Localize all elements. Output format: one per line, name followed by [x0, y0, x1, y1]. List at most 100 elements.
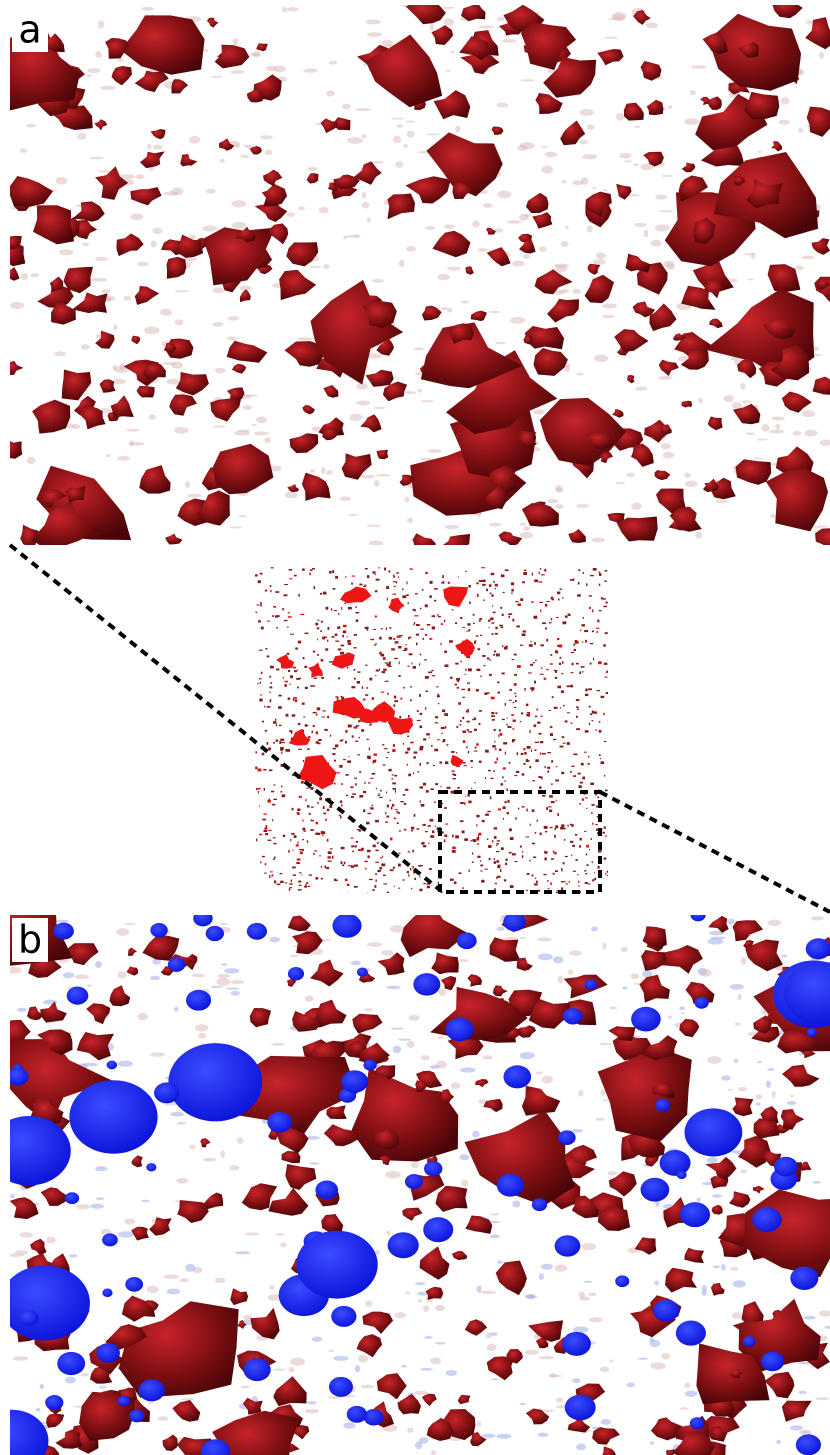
speck [410, 699, 412, 701]
speck [603, 606, 607, 607]
speck [511, 582, 514, 585]
speck [571, 855, 572, 857]
particle [470, 1432, 487, 1446]
speck [427, 624, 431, 626]
speck [264, 706, 265, 708]
speck [482, 580, 486, 582]
haze [372, 279, 384, 283]
particle [681, 401, 692, 408]
speck [285, 714, 288, 717]
speck [343, 625, 347, 627]
haze [538, 953, 553, 960]
haze [390, 925, 404, 932]
speck [275, 591, 279, 593]
haze [171, 187, 183, 195]
haze [444, 18, 455, 25]
speck [317, 833, 321, 835]
speck [428, 825, 431, 827]
blue-particle [405, 1174, 423, 1189]
speck [367, 893, 368, 894]
blue-particle [653, 1300, 679, 1322]
speck [595, 729, 597, 730]
particle [95, 331, 114, 349]
speck [265, 648, 267, 649]
speck [302, 850, 304, 851]
speck [479, 620, 481, 622]
speck [514, 674, 517, 676]
speck [601, 696, 605, 698]
speck [301, 874, 302, 875]
speck [502, 645, 503, 647]
speck [500, 607, 502, 609]
speck [340, 652, 344, 655]
speck [560, 589, 563, 590]
speck [387, 805, 389, 808]
speck [495, 883, 497, 885]
speck [322, 834, 323, 835]
speck [384, 748, 388, 749]
blue-particle [555, 1235, 581, 1256]
speck [442, 709, 445, 712]
speck [494, 761, 496, 763]
particle [10, 1197, 39, 1219]
speck [367, 855, 369, 858]
speck [520, 846, 522, 848]
speck [298, 889, 302, 890]
speck [260, 861, 261, 863]
speck [284, 684, 286, 687]
blue-particle [363, 1059, 376, 1070]
blue-particle [150, 923, 167, 937]
speck [296, 844, 299, 846]
particle [131, 336, 140, 345]
blue-particle [413, 973, 440, 996]
haze [472, 221, 479, 228]
speck [335, 576, 338, 579]
haze [88, 68, 101, 73]
haze [798, 128, 803, 133]
speck [553, 853, 556, 854]
speck [369, 678, 372, 681]
speck [514, 654, 517, 656]
speck [427, 886, 428, 888]
particle [230, 1288, 248, 1305]
haze [386, 986, 400, 990]
haze [113, 324, 117, 330]
haze [226, 988, 239, 990]
speck [555, 825, 558, 828]
speck [485, 777, 486, 779]
speck [341, 804, 342, 807]
speck [392, 782, 396, 784]
speck [289, 569, 293, 571]
haze [305, 1409, 319, 1414]
speck [480, 864, 483, 866]
particle [203, 1193, 223, 1210]
speck [561, 887, 563, 890]
speck [386, 588, 389, 589]
particle [302, 405, 315, 414]
haze [343, 235, 347, 239]
speck [381, 863, 385, 866]
speck [499, 729, 501, 732]
speck [295, 699, 298, 702]
speck [407, 735, 409, 737]
blue-particle [563, 1008, 583, 1024]
speck [438, 616, 441, 617]
speck [412, 850, 414, 853]
speck [302, 703, 305, 705]
speck [541, 668, 542, 669]
speck [544, 851, 545, 853]
speck [262, 856, 265, 857]
speck [353, 647, 356, 648]
speck [326, 607, 329, 610]
speck [551, 801, 555, 803]
particle [0, 440, 22, 459]
haze [490, 1235, 500, 1239]
speck [395, 809, 398, 810]
particle [682, 162, 696, 172]
particle [782, 1065, 820, 1087]
haze [649, 1340, 660, 1347]
speck [436, 686, 438, 687]
speck [474, 729, 477, 731]
haze [742, 400, 752, 403]
haze [175, 290, 190, 292]
